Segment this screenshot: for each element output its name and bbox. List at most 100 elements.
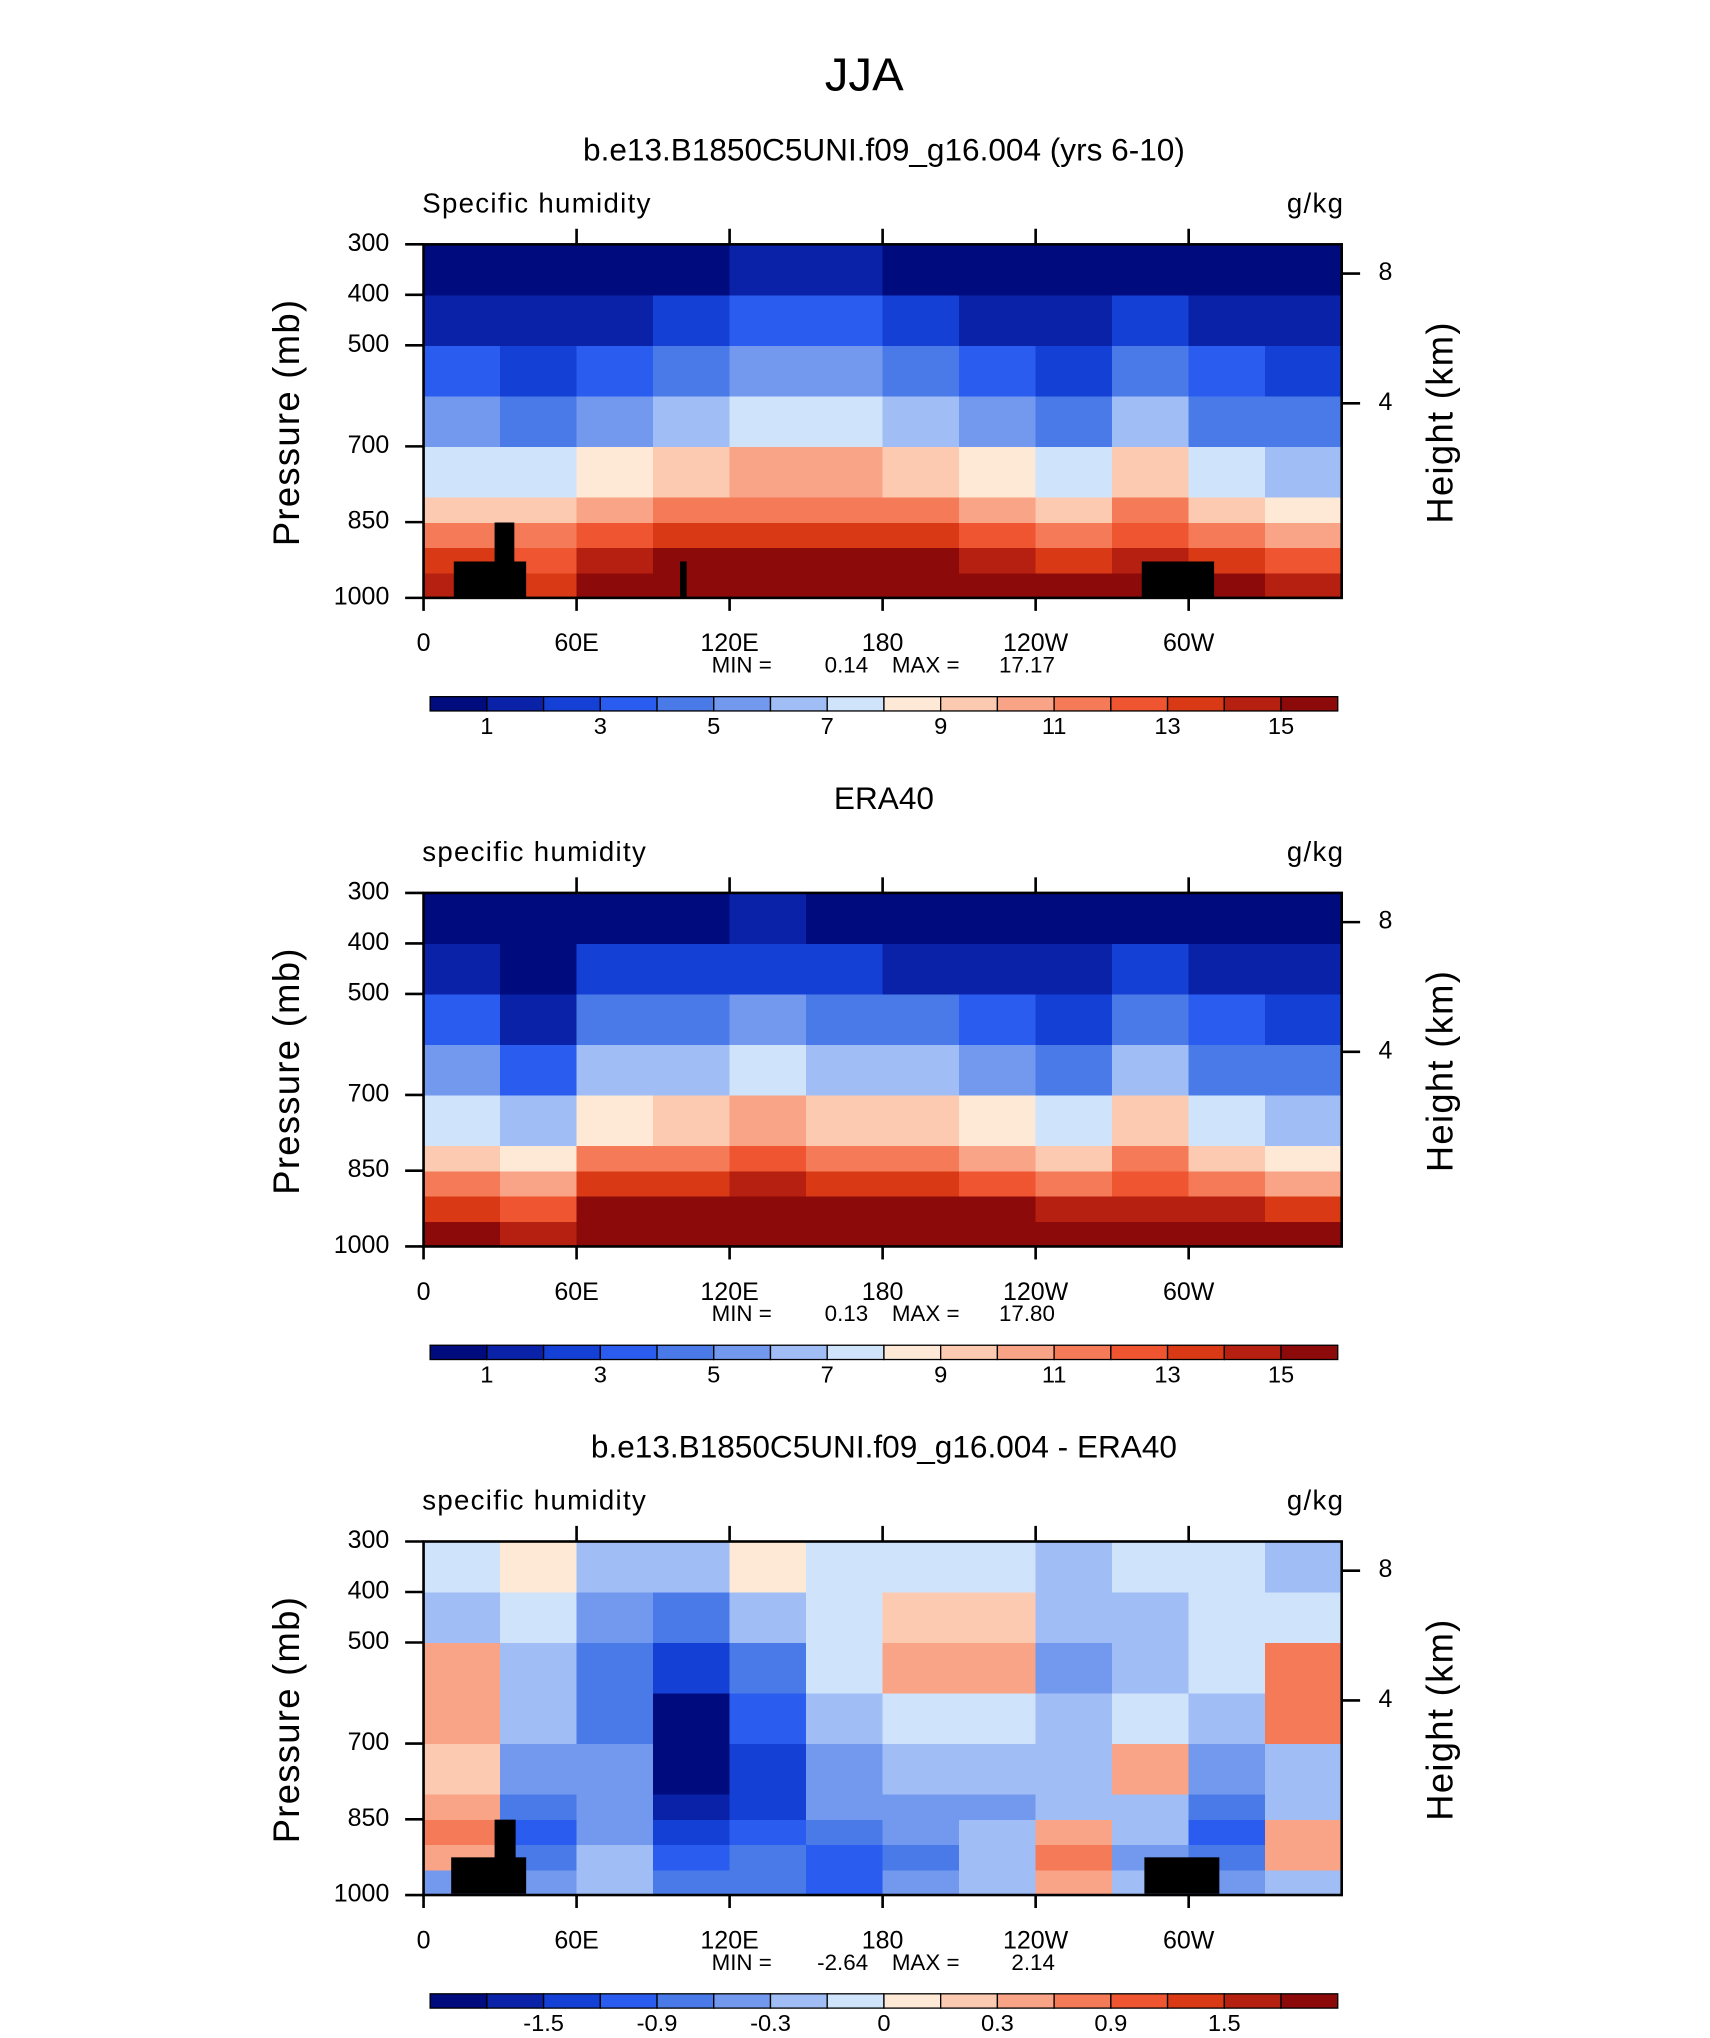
contour-cell: [1265, 446, 1343, 498]
colorbar-label: 1: [480, 1362, 493, 1388]
contour-cell: [500, 1541, 578, 1593]
contour-cell: [576, 1592, 654, 1644]
contour-cell: [1188, 395, 1266, 448]
contour-cell: [882, 1693, 960, 1745]
contour-cell: [423, 1819, 501, 1846]
contour-cell: [653, 572, 731, 599]
contour-cell: [1035, 1693, 1113, 1745]
max-value: 17.80: [999, 1301, 1055, 1326]
max-label: MAX =: [892, 1950, 960, 1975]
contour-cell: [882, 522, 960, 549]
contour-cell: [959, 294, 1037, 347]
contour-cell: [959, 1743, 1037, 1795]
contour-cell: [1188, 993, 1266, 1046]
contour-cell: [882, 1170, 960, 1197]
contour-cell: [729, 1844, 807, 1871]
y-tick-label: 500: [348, 331, 390, 358]
contour-cell: [576, 522, 654, 549]
contour-cell: [576, 446, 654, 498]
colorbar-box: [1223, 696, 1282, 712]
contour-cell: [1112, 1170, 1190, 1197]
contour-cell: [1035, 1170, 1113, 1197]
contour-cell: [1035, 1145, 1113, 1172]
contour-cell: [500, 244, 578, 296]
contour-cell: [806, 547, 884, 574]
contour-cell: [882, 1743, 960, 1795]
contour-cell: [806, 294, 884, 347]
contour-cell: [959, 1170, 1037, 1197]
contour-cell: [653, 1794, 731, 1820]
contour-cell: [959, 446, 1037, 498]
colorbar-label: 5: [707, 1362, 720, 1388]
contour-cell: [882, 1869, 960, 1896]
colorbar-box: [599, 1344, 658, 1361]
colorbar-box: [940, 1993, 999, 2009]
contour-cell: [806, 892, 884, 945]
contour-cell: [576, 1693, 654, 1745]
colorbar-box: [542, 696, 601, 712]
colorbar-box: [996, 1344, 1055, 1361]
min-value: 0.14: [825, 653, 869, 678]
contour-cell: [1035, 1195, 1113, 1222]
x-tick-label: 120W: [1003, 1927, 1069, 1954]
y-tick-label: 700: [348, 432, 390, 459]
colorbar-box: [1053, 1344, 1112, 1361]
figure-title: JJA: [825, 48, 905, 101]
contour-cell: [1188, 1541, 1266, 1593]
contour-cell: [653, 1819, 731, 1846]
contour-cell: [500, 1195, 578, 1222]
colorbar-box: [826, 1344, 885, 1361]
colorbar-box: [486, 696, 545, 712]
subtitle: Specific humidity: [422, 188, 651, 219]
colorbar-box: [1280, 1344, 1339, 1361]
colorbar-box: [429, 696, 488, 712]
contour-cell: [1265, 522, 1343, 549]
contour-cell: [1265, 1094, 1343, 1147]
colorbar-box: [940, 1344, 999, 1361]
colorbar-box: [826, 696, 885, 712]
colorbar-box: [1110, 1344, 1169, 1361]
y2-axis-label: Height (km): [1420, 970, 1461, 1172]
colorbar-box: [1280, 696, 1339, 712]
contour-cell: [653, 1044, 731, 1096]
contour-cell: [1035, 993, 1113, 1046]
contour-cell: [959, 1094, 1037, 1147]
contour-cell: [806, 1794, 884, 1820]
contour-cell: [882, 943, 960, 995]
y-tick-label: 850: [348, 508, 390, 535]
y2-tick-label: 4: [1379, 1686, 1393, 1713]
contour-cell: [423, 345, 501, 397]
y2-tick-label: 8: [1379, 1556, 1393, 1583]
colorbar-box: [599, 696, 658, 712]
y-tick-label: 300: [348, 879, 390, 906]
x-tick-label: 0: [417, 1279, 431, 1306]
colorbar-label: 9: [934, 1362, 947, 1388]
contour-cell: [500, 496, 578, 523]
colorbar-label: 5: [707, 713, 720, 739]
contour-cell: [1265, 345, 1343, 397]
contour-cell: [729, 1170, 807, 1197]
y2-tick-label: 8: [1379, 908, 1393, 935]
contour-cell: [1035, 1094, 1113, 1147]
contour-cell: [882, 1642, 960, 1694]
contour-cell: [1112, 993, 1190, 1046]
contour-cell: [576, 1642, 654, 1694]
colorbar-box: [940, 696, 999, 712]
topography-mask: [494, 1819, 516, 1859]
colorbar-label: 15: [1268, 713, 1294, 739]
contour-cell: [653, 345, 731, 397]
y-axis-label: Pressure (mb): [266, 947, 307, 1194]
contour-cell: [806, 1541, 884, 1593]
contour-cell: [1112, 892, 1190, 945]
x-tick-label: 120W: [1003, 1279, 1069, 1306]
colorbar-box: [429, 1993, 488, 2009]
contour-cell: [1265, 1794, 1343, 1820]
contour-cell: [729, 1145, 807, 1172]
contour-cell: [500, 892, 578, 945]
colorbar-box: [1166, 696, 1225, 712]
contour-cell: [576, 1844, 654, 1871]
contour-cell: [653, 1170, 731, 1197]
contour-cell: [806, 1693, 884, 1745]
contour-cell: [882, 294, 960, 347]
x-tick-label: 60E: [554, 630, 598, 657]
